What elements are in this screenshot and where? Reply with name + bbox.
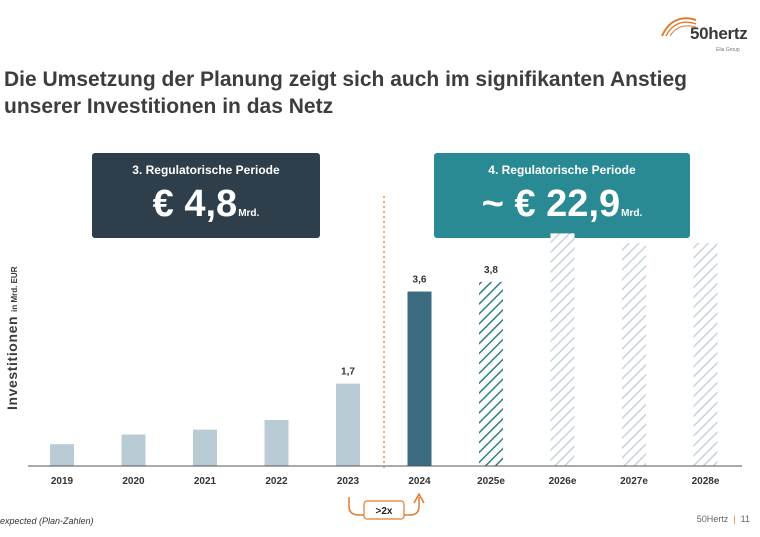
x-tick-label-2021: 2021 <box>194 476 217 487</box>
data-label-2024: 3,6 <box>413 275 427 286</box>
period-4-value: ~ € 22,9 <box>481 183 621 225</box>
x-tick-label-2026e: 2026e <box>549 476 577 487</box>
bar-2025e <box>479 281 503 466</box>
period-3-box: 3. Regulatorische Periode € 4,8Mrd. <box>92 153 320 238</box>
x-tick-label-2024: 2024 <box>408 476 431 487</box>
bar-2026e <box>550 233 575 466</box>
bar-2020 <box>121 434 146 466</box>
x-tick-label-2019: 2019 <box>51 476 74 487</box>
data-label-2023: 1,7 <box>341 367 355 378</box>
logo-text: 50hertz <box>690 24 748 43</box>
period-4-unit: Mrd. <box>621 208 643 219</box>
x-tick-label-2027e: 2027e <box>620 476 648 487</box>
footer-brand: 50Hertz <box>696 514 729 524</box>
bar-2023 <box>336 383 360 466</box>
growth-arrow-icon <box>413 492 425 504</box>
footer: 50Hertz | 11 <box>697 514 750 524</box>
bar-2028e <box>693 243 718 466</box>
page-title-line-2: unserer Investitionen in das Netz <box>4 95 334 118</box>
page-title: Die Umsetzung der Planung zeigt sich auc… <box>4 66 744 120</box>
x-tick-label-2022: 2022 <box>265 476 288 487</box>
x-tick-label-2020: 2020 <box>122 476 145 487</box>
page-title-line-1: Die Umsetzung der Planung zeigt sich auc… <box>4 68 687 91</box>
x-tick-label-2023: 2023 <box>337 476 360 487</box>
period-4-box: 4. Regulatorische Periode ~ € 22,9Mrd. <box>434 153 690 238</box>
page-number: 11 <box>740 514 750 524</box>
x-tick-label-2028e: 2028e <box>692 476 720 487</box>
bar-2021 <box>193 429 217 466</box>
bar-2027e <box>622 243 646 466</box>
bar-2019 <box>50 444 74 466</box>
data-labels-group: 1,7 3,6 3,8 <box>341 265 498 378</box>
multiplier-badge-label: >2x <box>376 506 393 517</box>
multiplier-badge-box <box>363 500 405 520</box>
logo-swoosh-icon <box>661 17 697 37</box>
data-label-2025e: 3,8 <box>484 265 498 276</box>
period-4-label: 4. Regulatorische Periode <box>488 163 636 177</box>
period-3-value: € 4,8 <box>152 183 238 225</box>
period-4-value-wrap: ~ € 22,9Mrd. <box>434 183 690 226</box>
bar-2024 <box>407 291 432 466</box>
x-tick-label-2025e: 2025e <box>477 476 505 487</box>
bar-2022 <box>264 419 289 466</box>
period-3-value-wrap: € 4,8Mrd. <box>92 183 320 226</box>
period-3-unit: Mrd. <box>238 208 260 219</box>
bars-group <box>50 233 718 466</box>
period-3-label: 3. Regulatorische Periode <box>132 163 280 177</box>
x-tick-labels-group: 2019 2020 2021 2022 2023 2024 2025e 2026e 2027e 2… <box>51 476 720 487</box>
logo-subtext: Elia Group <box>716 47 740 53</box>
company-logo: 50hertz Elia Group <box>658 14 754 60</box>
footnote: expected (Plan-Zahlen) <box>0 516 94 526</box>
footer-separator: | <box>733 514 736 524</box>
